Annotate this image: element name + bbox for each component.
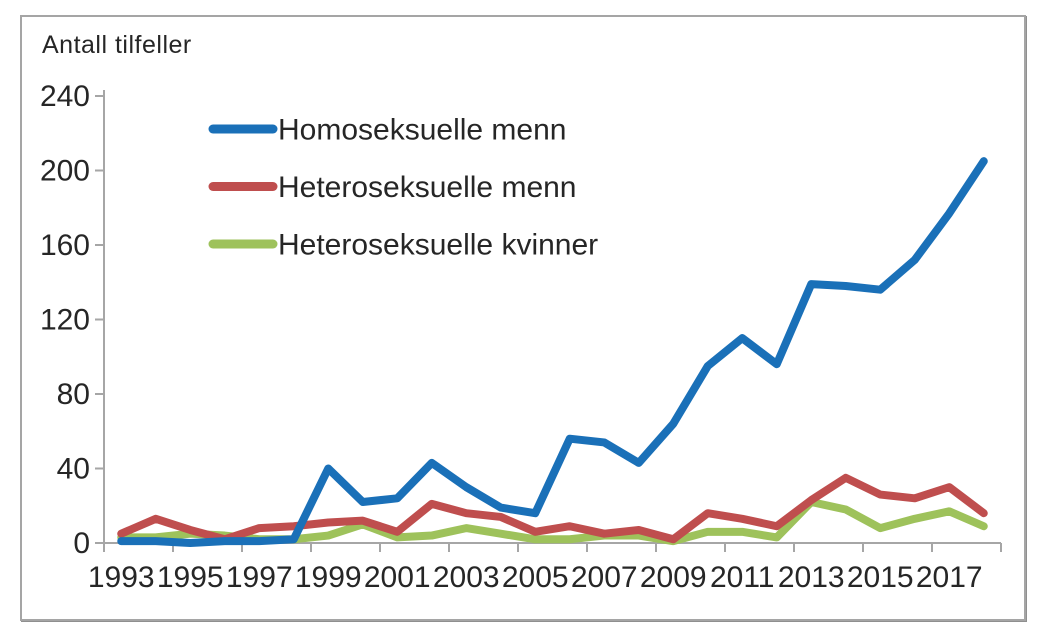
x-tick-label: 2009 [640,561,707,594]
x-tick-label: 2017 [916,561,983,594]
series-line-heteroseksuelle-kvinner [117,498,988,546]
y-tick-label: 40 [57,453,90,486]
y-tick-label: 0 [73,527,90,560]
x-tick-label: 2003 [433,561,500,594]
x-tick-label: 1993 [88,561,155,594]
y-tick-label: 200 [40,155,90,188]
y-tick-label: 160 [40,229,90,262]
x-tick-label: 2001 [364,561,431,594]
y-tick-label: 240 [40,80,90,113]
x-tick-label: 1997 [226,561,293,594]
chart-panel: Antall tilfeller 0 40 80 120 160 200 240 1993 19… [20,15,1026,621]
series-line-heteroseksuelle-menn [117,473,988,544]
x-tick-label: 2013 [778,561,845,594]
x-tick-label: 2015 [847,561,914,594]
x-tick-label: 2007 [571,561,638,594]
y-tick-label: 120 [40,304,90,337]
legend-label-heteroseksuelle-menn: Heteroseksuelle menn [278,171,577,204]
series-line-homoseksuelle-menn [117,157,988,547]
x-tick-label: 1999 [295,561,362,594]
x-tick-label: 1995 [157,561,224,594]
legend-label-homoseksuelle-menn: Homoseksuelle menn [278,114,566,147]
x-tick-label: 2005 [502,561,569,594]
chart-title: Antall tilfeller [42,31,192,59]
legend-label-heteroseksuelle-kvinner: Heteroseksuelle kvinner [278,229,598,262]
x-tick-label: 2011 [710,561,775,594]
y-tick-label: 80 [57,378,90,411]
